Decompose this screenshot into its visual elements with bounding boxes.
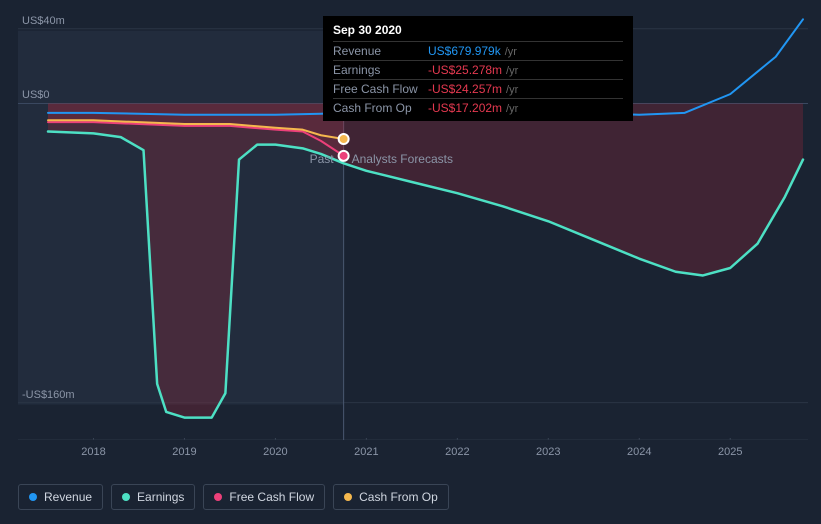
tooltip-metric-label: Revenue bbox=[333, 44, 428, 58]
tooltip-metric-label: Free Cash Flow bbox=[333, 82, 428, 96]
tooltip-metric-value: -US$24.257m bbox=[428, 82, 502, 96]
legend-label: Revenue bbox=[44, 490, 92, 504]
tooltip-metric-unit: /yr bbox=[506, 65, 518, 77]
tooltip-metric-label: Cash From Op bbox=[333, 101, 428, 115]
tooltip-metric-value: -US$25.278m bbox=[428, 63, 502, 77]
tooltip-row: Earnings-US$25.278m/yr bbox=[333, 60, 623, 79]
x-axis-label: 2022 bbox=[445, 446, 469, 458]
tooltip-row: RevenueUS$679.979k/yr bbox=[333, 41, 623, 60]
forecast-label: Analysts Forecasts bbox=[352, 152, 453, 166]
legend-label: Free Cash Flow bbox=[229, 490, 314, 504]
tooltip-metric-unit: /yr bbox=[506, 103, 518, 115]
tooltip-date: Sep 30 2020 bbox=[333, 23, 623, 41]
legend-dot-icon bbox=[344, 493, 352, 501]
legend-item-fcf[interactable]: Free Cash Flow bbox=[203, 484, 325, 510]
financial-chart: US$40m US$0 -US$160m 2018 2019 2020 2021 2022 2… bbox=[18, 10, 808, 470]
y-axis-label: -US$160m bbox=[22, 389, 75, 401]
tooltip-row: Cash From Op-US$17.202m/yr bbox=[333, 98, 623, 117]
chart-tooltip: Sep 30 2020 RevenueUS$679.979k/yrEarning… bbox=[323, 16, 633, 121]
y-axis-label: US$40m bbox=[22, 15, 65, 27]
x-axis-label: 2025 bbox=[718, 446, 742, 458]
x-axis-label: 2019 bbox=[172, 446, 196, 458]
legend-dot-icon bbox=[214, 493, 222, 501]
x-axis-label: 2018 bbox=[81, 446, 105, 458]
legend-label: Earnings bbox=[137, 490, 184, 504]
legend: Revenue Earnings Free Cash Flow Cash From O… bbox=[18, 484, 449, 510]
tooltip-metric-unit: /yr bbox=[505, 46, 517, 58]
legend-item-earnings[interactable]: Earnings bbox=[111, 484, 195, 510]
x-axis-label: 2020 bbox=[263, 446, 287, 458]
x-axis-label: 2021 bbox=[354, 446, 378, 458]
tooltip-metric-value: -US$17.202m bbox=[428, 101, 502, 115]
legend-dot-icon bbox=[122, 493, 130, 501]
tooltip-metric-label: Earnings bbox=[333, 63, 428, 77]
x-axis-label: 2024 bbox=[627, 446, 651, 458]
tooltip-row: Free Cash Flow-US$24.257m/yr bbox=[333, 79, 623, 98]
legend-label: Cash From Op bbox=[359, 490, 438, 504]
legend-item-cfo[interactable]: Cash From Op bbox=[333, 484, 449, 510]
past-label: Past bbox=[310, 152, 334, 166]
tooltip-metric-value: US$679.979k bbox=[428, 44, 501, 58]
legend-item-revenue[interactable]: Revenue bbox=[18, 484, 103, 510]
x-axis-label: 2023 bbox=[536, 446, 560, 458]
tooltip-metric-unit: /yr bbox=[506, 84, 518, 96]
legend-dot-icon bbox=[29, 493, 37, 501]
y-axis-label: US$0 bbox=[22, 89, 50, 101]
